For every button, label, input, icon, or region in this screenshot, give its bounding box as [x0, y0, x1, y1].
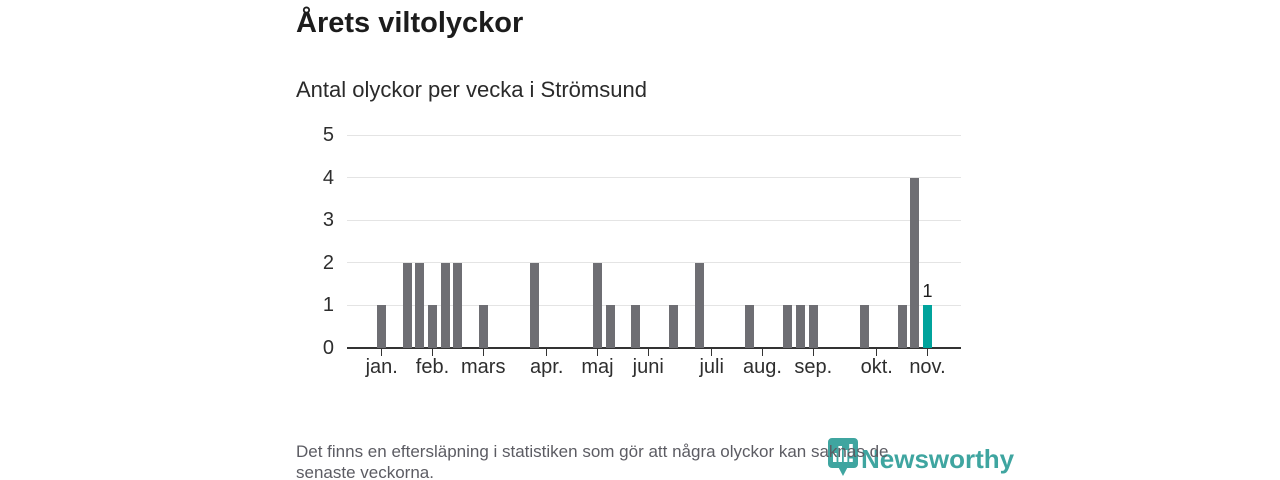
- disclaimer-line-2: senaste veckorna.: [296, 463, 434, 480]
- x-tick-apr: [546, 348, 548, 356]
- x-tick-label-jan: jan.: [365, 356, 398, 378]
- y-axis-labels: 0 1 2 3 4 5: [0, 124, 334, 359]
- bar-week-41: [897, 305, 907, 348]
- gridline-y3: [347, 219, 961, 221]
- bar-week-29: [745, 305, 755, 348]
- y-tick-label-2: 2: [322, 251, 334, 274]
- bar-week-5: [440, 262, 450, 348]
- bar-week-33: [796, 305, 806, 348]
- footer-disclaimer: Det finns en eftersläpning i statistiken…: [296, 441, 996, 480]
- bar-week-20: [631, 305, 641, 348]
- x-tick-juni: [647, 348, 649, 356]
- x-tick-label-aug: aug.: [743, 356, 782, 378]
- y-tick-label-3: 3: [322, 209, 334, 232]
- highlight-value-label: 1: [922, 281, 933, 302]
- x-tick-maj: [596, 348, 598, 356]
- x-tick-label-mars: mars: [461, 356, 506, 378]
- bar-current-week: [922, 305, 932, 348]
- y-tick-label-4: 4: [322, 166, 334, 189]
- x-tick-label-apr: apr.: [530, 356, 564, 378]
- disclaimer-line-1: Det finns en eftersläpning i statistiken…: [296, 442, 889, 461]
- y-tick-label-0: 0: [322, 337, 334, 359]
- bar-week-42: [910, 177, 920, 348]
- x-tick-label-okt: okt.: [860, 356, 893, 378]
- x-tick-label-sep: sep.: [794, 356, 833, 378]
- y-tick-label-5: 5: [322, 124, 334, 146]
- newsworthy-logo-text: Newsworthy: [861, 444, 1015, 474]
- x-tick-aug: [761, 348, 763, 356]
- x-tick-label-juli: juli: [699, 356, 724, 378]
- gridline-y4: [347, 177, 961, 179]
- gridline-y2: [347, 262, 961, 264]
- bar-week-4: [427, 305, 437, 348]
- x-tick-sep: [812, 348, 814, 356]
- x-tick-nov: [926, 348, 928, 356]
- newsworthy-logo: Newsworthy: [828, 438, 1014, 480]
- bar-week-12: [529, 262, 539, 348]
- bar-week-25: [694, 262, 704, 348]
- x-axis-line: [347, 347, 961, 349]
- x-tick-label-feb: feb.: [415, 356, 450, 378]
- bar-week-32: [783, 305, 793, 348]
- bar-week-23: [669, 305, 679, 348]
- x-tick-label-maj: maj: [581, 356, 614, 378]
- bar-week-18: [605, 305, 615, 348]
- bar-week-3: [415, 262, 425, 348]
- bar-week-0: [377, 305, 387, 348]
- x-tick-juli: [711, 348, 713, 356]
- bar-week-2: [402, 262, 412, 348]
- x-tick-label-juni: juni: [632, 356, 664, 378]
- bar-week-17: [592, 262, 602, 348]
- gridline-y5: [347, 134, 961, 136]
- bar-week-34: [808, 305, 818, 348]
- chart-subtitle: Antal olyckor per vecka i Strömsund: [296, 77, 647, 102]
- x-tick-okt: [876, 348, 878, 356]
- bar-week-8: [478, 305, 488, 348]
- gridline-y1: [347, 304, 961, 306]
- bar-week-38: [859, 305, 869, 348]
- x-tick-label-nov: nov.: [909, 356, 946, 378]
- x-tick-jan: [381, 348, 383, 356]
- x-tick-mars: [482, 348, 484, 356]
- chart-title: Årets viltolyckor: [296, 7, 524, 39]
- bar-week-6: [453, 262, 463, 348]
- x-tick-feb: [431, 348, 433, 356]
- plot-area: 1 jan. feb. mars apr. maj juni juli aug. sep. okt.…: [347, 134, 961, 378]
- y-tick-label-1: 1: [322, 294, 334, 317]
- newsworthy-logo-icon: [828, 438, 858, 480]
